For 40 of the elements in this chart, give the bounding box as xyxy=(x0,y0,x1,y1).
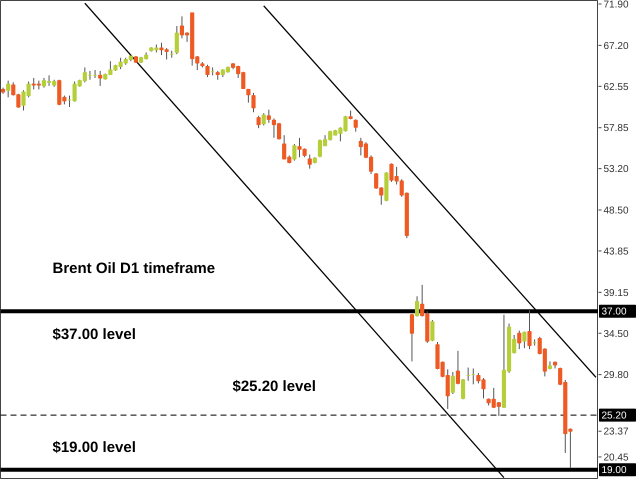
y-tick-label: 43.85 xyxy=(604,246,629,258)
ref-line-label: 25.20 xyxy=(602,410,627,422)
y-tick-label: 39.15 xyxy=(604,288,629,299)
y-tick-label: 62.55 xyxy=(604,82,629,93)
candlestick xyxy=(410,313,414,362)
ref-line-label: 37.00 xyxy=(602,306,627,318)
candlestick xyxy=(354,118,358,132)
y-tick-label: 57.85 xyxy=(604,123,629,134)
candlestick xyxy=(256,115,261,129)
y-tick-label: 29.80 xyxy=(604,370,629,382)
candlestick xyxy=(262,112,266,126)
y-tick-label: 34.50 xyxy=(604,328,629,340)
ref-line-label: 19.00 xyxy=(602,465,627,476)
candlestick xyxy=(430,320,434,342)
y-tick-label: 48.50 xyxy=(604,206,629,217)
annotation: $37.00 level xyxy=(52,326,136,343)
annotation: Brent Oil D1 timeframe xyxy=(52,260,216,277)
candlestick xyxy=(292,143,296,162)
candlestick xyxy=(517,330,522,350)
candlestick xyxy=(522,330,526,349)
y-tick-label: 71.90 xyxy=(604,0,629,11)
candlestick xyxy=(6,80,10,98)
annotation: $19.00 level xyxy=(52,439,136,456)
candlestick xyxy=(174,26,179,55)
candlestick xyxy=(456,350,460,385)
candlestick xyxy=(460,378,466,400)
candlestick xyxy=(246,88,250,104)
candlestick xyxy=(266,109,271,124)
candlestick xyxy=(98,70,102,86)
candlestick xyxy=(414,296,420,318)
candlestick xyxy=(450,371,455,394)
candlestick xyxy=(308,154,312,170)
y-tick-label: 67.20 xyxy=(604,40,629,52)
y-tick-label: 53.20 xyxy=(604,164,629,176)
candlestick xyxy=(205,64,210,78)
y-tick-label: 20.45 xyxy=(604,452,629,464)
candlestick xyxy=(251,92,256,113)
annotation: $25.20 level xyxy=(232,378,316,395)
candlestick xyxy=(527,310,532,350)
y-tick-label: 23.37 xyxy=(604,426,629,438)
